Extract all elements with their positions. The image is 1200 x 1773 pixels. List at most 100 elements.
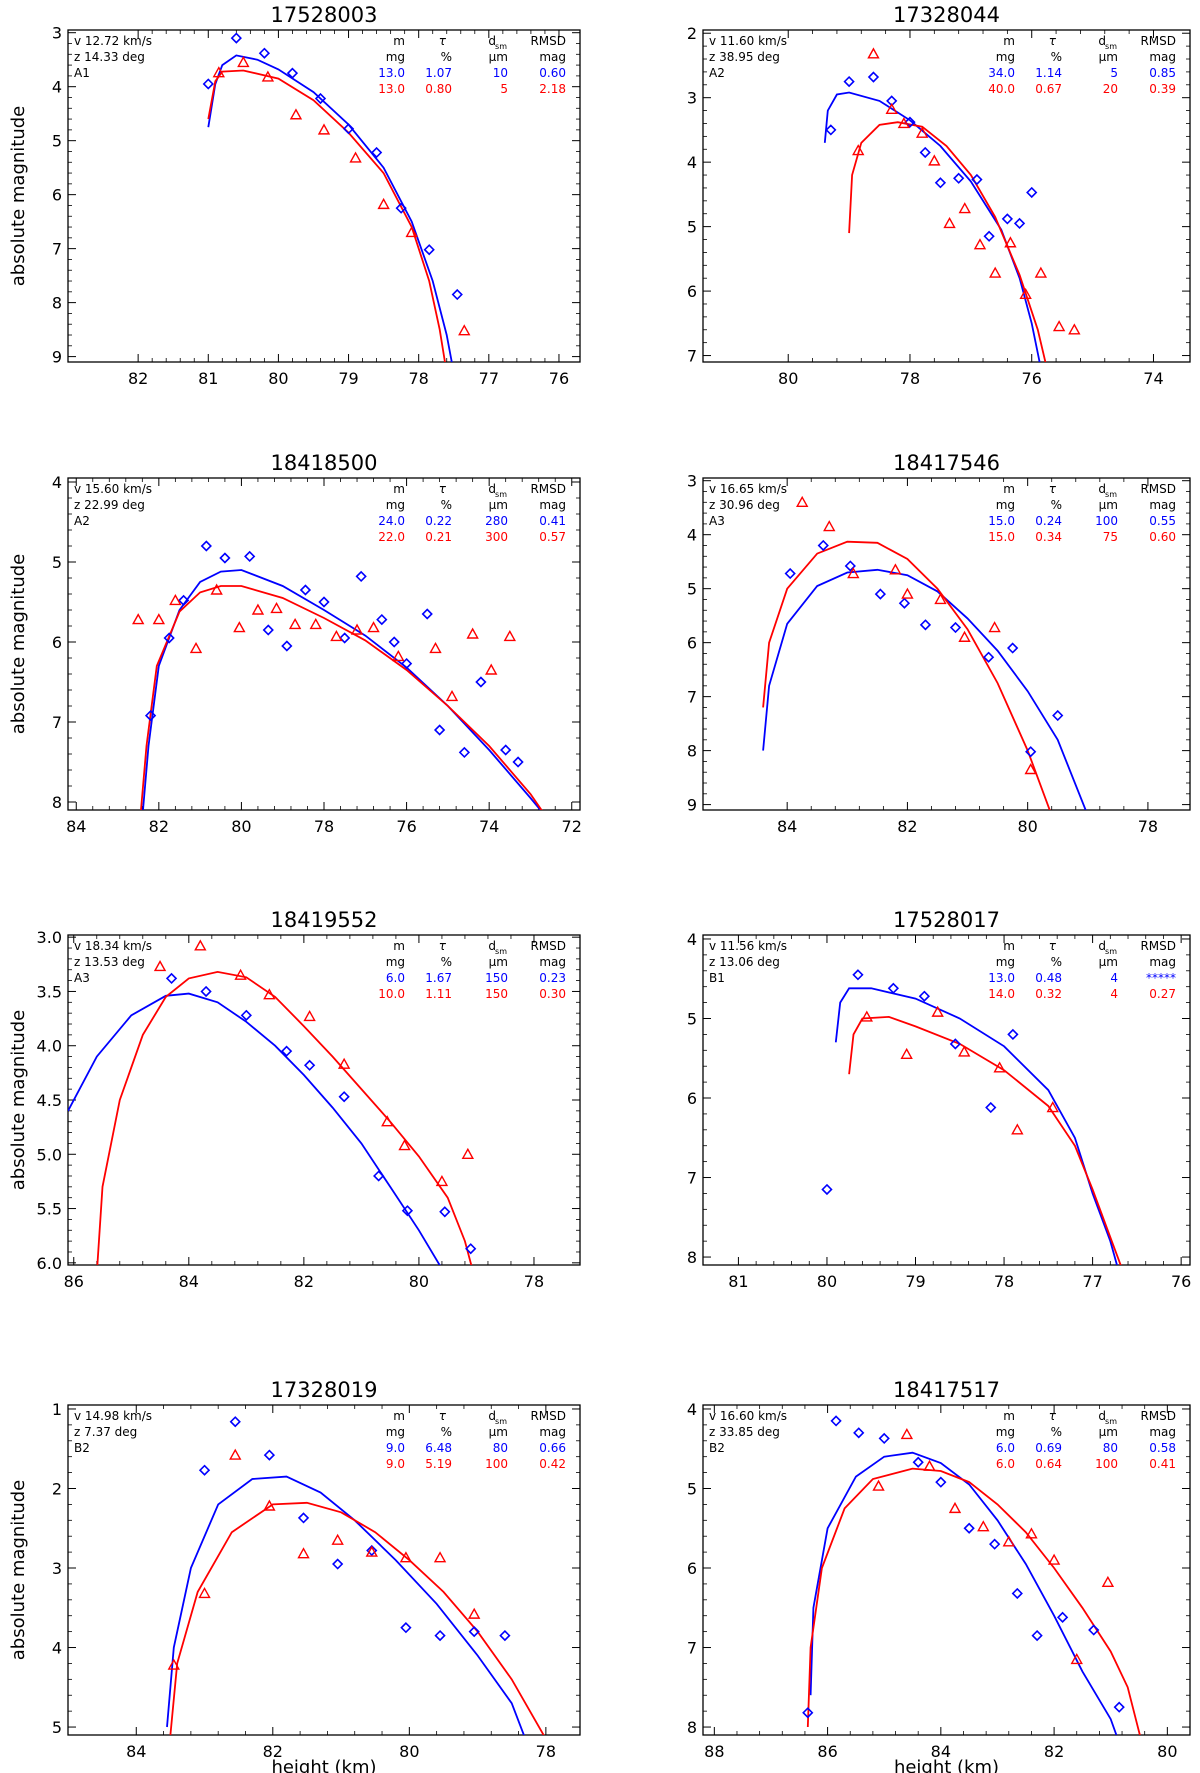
param-value-blue: 0.48 [1035, 971, 1062, 985]
data-point-diamond [338, 1091, 350, 1103]
param-header: τ [439, 34, 447, 48]
data-point-triangle [337, 1057, 351, 1069]
param-value-blue: 100 [1095, 514, 1118, 528]
fit-line-red [96, 970, 473, 1265]
info-text: z 22.99 deg [74, 498, 145, 512]
y-tick-label: 6 [687, 1089, 697, 1108]
info-text: v 12.72 km/s [74, 34, 152, 48]
x-tick-label: 82 [294, 1272, 314, 1291]
param-header: RMSD [530, 1409, 566, 1423]
data-point-triangle [251, 603, 265, 615]
data-point-triangle [901, 587, 914, 599]
x-tick-label: 72 [562, 817, 582, 836]
data-point-diamond [904, 116, 916, 128]
data-point-triangle [433, 1551, 447, 1563]
y-tick-label: 3.0 [37, 928, 62, 947]
plot-frame [702, 934, 1191, 1266]
data-point-triangle [263, 1499, 276, 1511]
y-tick-label: 8 [687, 1248, 697, 1267]
y-tick-label: 5 [687, 1009, 697, 1028]
fit-line-blue [823, 91, 1041, 362]
param-value-blue: 13.0 [988, 971, 1015, 985]
data-point-triangle [405, 225, 418, 238]
param-value-red: 13.0 [378, 82, 405, 96]
data-point-triangle [132, 613, 145, 625]
data-point-diamond [400, 1622, 412, 1634]
data-point-triangle [928, 154, 941, 166]
data-point-diamond [500, 744, 512, 756]
data-point-triangle [398, 1139, 411, 1151]
y-tick-label: 3 [52, 1559, 62, 1578]
x-tick-label: 76 [1171, 1272, 1191, 1291]
data-point-triangle [1047, 1553, 1061, 1565]
fit-line-blue [142, 569, 542, 810]
y-tick-label: 2 [52, 1479, 62, 1498]
x-tick-label: 88 [704, 1742, 724, 1761]
info-text: z 7.37 deg [74, 1425, 137, 1439]
data-point-diamond [1007, 1028, 1019, 1041]
data-point-diamond [299, 584, 312, 596]
param-header: d [488, 482, 496, 496]
y-tick-label: 5.5 [37, 1200, 62, 1219]
x-tick-label: 82 [149, 817, 169, 836]
data-point-triangle [261, 70, 275, 82]
data-point-triangle [977, 1520, 990, 1532]
plot-frame [702, 1404, 1191, 1736]
param-value-blue: 10 [493, 66, 508, 80]
fit-line-blue [809, 1451, 1118, 1735]
data-point-diamond [202, 78, 214, 90]
param-value-blue: 80 [1103, 1441, 1118, 1455]
data-point-diamond [318, 596, 330, 608]
data-point-triangle [931, 1005, 944, 1017]
data-point-diamond [401, 1205, 414, 1217]
chart-title: 18418500 [271, 451, 378, 475]
data-point-diamond [376, 613, 388, 626]
y-tick-label: 4 [687, 526, 697, 545]
y-tick-label: 6.0 [37, 1254, 62, 1273]
param-header: d [488, 939, 496, 953]
y-tick-label: 6 [52, 186, 62, 205]
data-point-diamond [421, 608, 433, 620]
fit-line-blue [762, 568, 1087, 810]
x-tick-label: 80 [778, 369, 798, 388]
data-point-diamond [314, 92, 327, 105]
data-point-triangle [823, 520, 836, 532]
data-point-triangle [297, 1547, 310, 1559]
param-value-blue: 0.66 [539, 1441, 566, 1455]
x-tick-label: 74 [1143, 369, 1163, 388]
data-point-triangle [1068, 323, 1081, 335]
x-tick-label: 79 [905, 1272, 925, 1291]
data-point-diamond [373, 1170, 385, 1182]
param-header: m [1003, 1409, 1015, 1423]
param-value-blue: 6.0 [996, 1441, 1015, 1455]
data-point-diamond [219, 552, 231, 564]
info-text: A3 [74, 971, 90, 985]
series-group [68, 939, 477, 1265]
x-tick-label: 78 [1138, 817, 1158, 836]
data-point-triangle [1034, 266, 1048, 278]
data-point-triangle [988, 621, 1001, 633]
data-point-diamond [1026, 186, 1038, 199]
param-value-red: 0.42 [539, 1457, 566, 1471]
data-point-triangle [237, 55, 250, 68]
data-point-diamond [1088, 1624, 1100, 1636]
param-value-red: 75 [1103, 530, 1118, 544]
series-group [802, 1415, 1141, 1735]
param-unit: mg [996, 1425, 1015, 1439]
x-tick-label: 74 [479, 817, 499, 836]
panel-18419552: 18419552 86 84 82 80 78 3.0 3.5 4.0 4.5 5.0 5.5 6.0 a… [8, 908, 581, 1291]
data-point-diamond [934, 177, 947, 189]
param-value-red: 4 [1110, 987, 1118, 1001]
param-unit: mg [996, 955, 1015, 969]
param-value-blue: 0.24 [1035, 514, 1062, 528]
info-text: z 14.33 deg [74, 50, 145, 64]
x-tick-label: 86 [64, 1272, 84, 1291]
fit-line-red [848, 121, 1047, 362]
data-point-triangle [429, 641, 442, 654]
plot-frame [702, 29, 1191, 363]
data-point-triangle [1070, 1653, 1083, 1665]
data-point-triangle [796, 495, 809, 507]
x-tick-label: 78 [900, 369, 920, 388]
x-tick-label: 82 [263, 1742, 283, 1761]
y-axis-label: absolute magnitude [8, 1480, 29, 1660]
